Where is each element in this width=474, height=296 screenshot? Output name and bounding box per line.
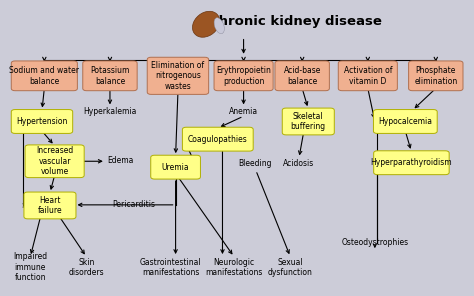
FancyBboxPatch shape bbox=[374, 151, 449, 175]
Text: Osteodystrophies: Osteodystrophies bbox=[341, 238, 409, 247]
FancyBboxPatch shape bbox=[282, 108, 334, 135]
Text: Impaired
immune
function: Impaired immune function bbox=[13, 252, 47, 282]
Text: Skeletal
buffering: Skeletal buffering bbox=[291, 112, 326, 131]
Text: Increased
vascular
volume: Increased vascular volume bbox=[36, 146, 73, 176]
Text: Potassium
balance: Potassium balance bbox=[90, 66, 130, 86]
Text: Acidosis: Acidosis bbox=[283, 159, 315, 168]
Text: Chronic kidney disease: Chronic kidney disease bbox=[209, 15, 382, 28]
FancyBboxPatch shape bbox=[147, 57, 209, 94]
FancyBboxPatch shape bbox=[151, 155, 201, 179]
Text: Skin
disorders: Skin disorders bbox=[69, 258, 104, 277]
FancyBboxPatch shape bbox=[374, 110, 437, 133]
FancyBboxPatch shape bbox=[338, 61, 397, 91]
Text: Heart
failure: Heart failure bbox=[37, 196, 62, 215]
Text: Bleeding: Bleeding bbox=[238, 159, 272, 168]
FancyBboxPatch shape bbox=[83, 61, 137, 91]
Text: Pericarditis: Pericarditis bbox=[112, 200, 155, 209]
Text: Hyperparathyroidism: Hyperparathyroidism bbox=[371, 158, 452, 167]
Text: Erythropoietin
production: Erythropoietin production bbox=[216, 66, 271, 86]
FancyBboxPatch shape bbox=[214, 61, 273, 91]
Text: Hypocalcemia: Hypocalcemia bbox=[378, 117, 432, 126]
Text: Hyperkalemia: Hyperkalemia bbox=[83, 107, 137, 116]
Text: Elimination of
nitrogenous
wastes: Elimination of nitrogenous wastes bbox=[151, 61, 204, 91]
Text: Coagulopathies: Coagulopathies bbox=[188, 135, 248, 144]
Text: Phosphate
elimination: Phosphate elimination bbox=[414, 66, 457, 86]
FancyBboxPatch shape bbox=[409, 61, 463, 91]
FancyBboxPatch shape bbox=[182, 127, 253, 151]
Text: Sexual
dysfunction: Sexual dysfunction bbox=[268, 258, 313, 277]
Text: Anemia: Anemia bbox=[229, 107, 258, 116]
Text: Sodium and water
balance: Sodium and water balance bbox=[9, 66, 79, 86]
FancyBboxPatch shape bbox=[11, 61, 77, 91]
Text: Hypertension: Hypertension bbox=[16, 117, 68, 126]
Text: Gastrointestinal
manifestations: Gastrointestinal manifestations bbox=[140, 258, 202, 277]
Text: Activation of
vitamin D: Activation of vitamin D bbox=[344, 66, 392, 86]
Text: Edema: Edema bbox=[108, 156, 134, 165]
Ellipse shape bbox=[192, 11, 219, 37]
FancyBboxPatch shape bbox=[25, 145, 84, 178]
Ellipse shape bbox=[214, 18, 224, 34]
Text: Acid-base
balance: Acid-base balance bbox=[283, 66, 321, 86]
Text: Neurologic
manifestations: Neurologic manifestations bbox=[206, 258, 263, 277]
Text: Uremia: Uremia bbox=[162, 163, 190, 172]
FancyBboxPatch shape bbox=[275, 61, 329, 91]
FancyBboxPatch shape bbox=[11, 110, 73, 133]
FancyBboxPatch shape bbox=[24, 192, 76, 219]
